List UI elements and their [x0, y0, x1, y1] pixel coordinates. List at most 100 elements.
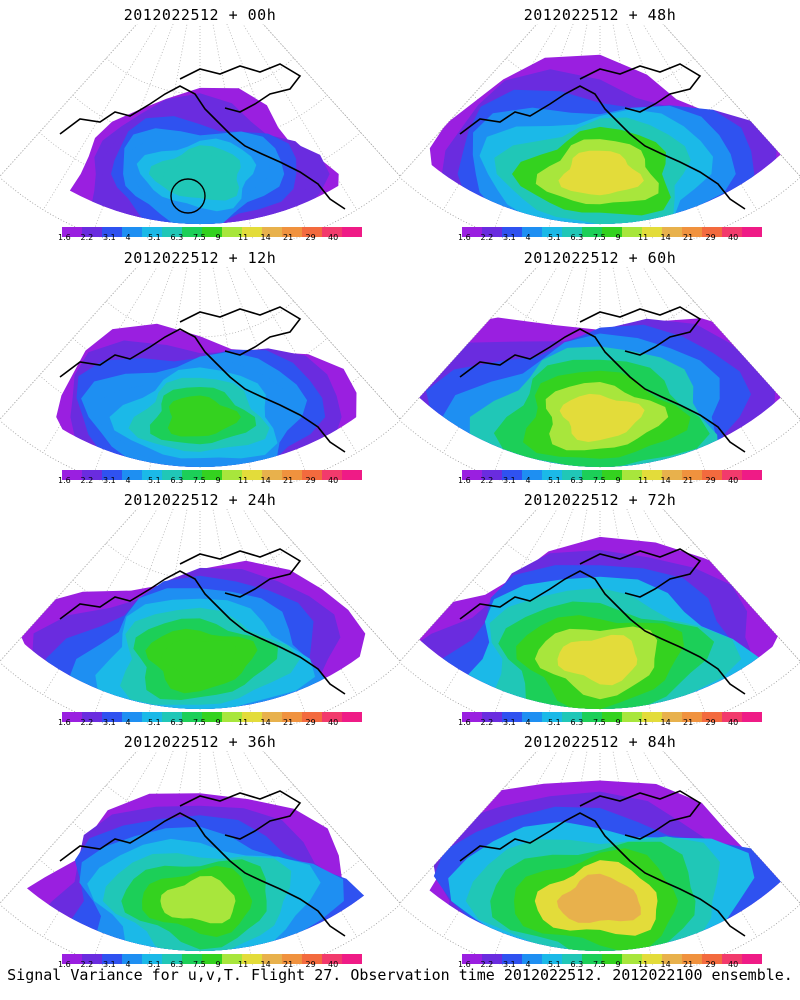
- colorbar-swatch: [582, 470, 603, 480]
- colorbar-tick-label: 2.2: [480, 718, 494, 727]
- map-plot: [400, 751, 800, 966]
- variance-field: [19, 560, 366, 710]
- colorbar-swatch: [522, 227, 543, 237]
- colorbar-swatch: [702, 227, 723, 237]
- colorbar-tick-label: 1.6: [458, 233, 471, 242]
- colorbar-swatch: [502, 954, 523, 964]
- coastline: [179, 63, 302, 113]
- colorbar-tick-label: 6.3: [170, 718, 184, 727]
- meridian-gridline: [0, 751, 138, 904]
- colorbar-tick-label: 3.1: [503, 718, 516, 727]
- colorbar-swatch: [242, 712, 263, 722]
- colorbar-swatch: [482, 470, 503, 480]
- colorbar-tick-label: 9: [215, 233, 221, 242]
- colorbar-swatch: [482, 954, 503, 964]
- colorbar-swatch: [322, 470, 343, 480]
- colorbar-tick-label: 3.1: [503, 476, 516, 485]
- colorbar-tick-label: 3.1: [503, 233, 516, 242]
- coastline: [579, 63, 702, 113]
- colorbar-tick-label: 11: [638, 476, 649, 485]
- colorbar-tick-label: 9: [615, 960, 621, 969]
- colorbar-swatch: [702, 470, 723, 480]
- colorbar-tick-label: 40: [328, 960, 339, 969]
- colorbar-tick-label: 5.1: [148, 476, 161, 485]
- colorbar-swatch: [142, 227, 163, 237]
- colorbar-swatch: [642, 712, 663, 722]
- colorbar-tick-label: 3.1: [103, 233, 116, 242]
- coastline: [459, 328, 746, 453]
- colorbar-tick-label: 40: [728, 960, 739, 969]
- colorbar-swatches: [462, 470, 763, 480]
- colorbar-tick-label: 9: [215, 960, 221, 969]
- colorbar-tick-label: 9: [615, 718, 621, 727]
- colorbar-swatch: [462, 954, 483, 964]
- colorbar-tick-label: 29: [705, 960, 716, 969]
- colorbar-tick-label: 2.2: [80, 960, 94, 969]
- meridian-gridline: [42, 24, 158, 210]
- colorbar-swatch: [662, 712, 683, 722]
- colorbar-swatch: [102, 954, 123, 964]
- panel-title: 2012022512 + 00h: [123, 6, 277, 24]
- colorbar-swatch: [202, 954, 223, 964]
- colorbar-swatch: [702, 712, 723, 722]
- colorbar-tick-label: 11: [238, 476, 249, 485]
- colorbar-swatch: [182, 712, 203, 722]
- colorbar-tick-label: 6.3: [170, 476, 184, 485]
- colorbar-swatch: [302, 227, 323, 237]
- colorbar-tick-label: 4: [125, 233, 131, 242]
- panel-title: 2012022512 + 72h: [523, 491, 677, 509]
- colorbar-swatch: [522, 712, 543, 722]
- colorbar-swatch: [742, 227, 763, 237]
- colorbar-tick-label: 5.1: [548, 718, 561, 727]
- colorbar-swatch: [702, 954, 723, 964]
- colorbar-swatch: [562, 712, 583, 722]
- figure-caption: Signal Variance for u,v,T. Flight 27. Ob…: [7, 966, 793, 984]
- meridian-gridline: [0, 509, 138, 662]
- colorbar-tick-label: 14: [260, 476, 271, 485]
- meridian-gridline: [662, 24, 800, 177]
- colorbar-swatch: [742, 712, 763, 722]
- colorbar-tick-label: 14: [260, 233, 271, 242]
- colorbar-swatch: [162, 954, 183, 964]
- colorbar-swatch: [322, 227, 343, 237]
- colorbar-swatch: [622, 470, 643, 480]
- colorbar-swatches: [462, 712, 763, 722]
- contour-fill: [161, 639, 236, 684]
- colorbar-swatch: [602, 227, 623, 237]
- coastline: [59, 85, 346, 210]
- colorbar-swatch: [182, 954, 203, 964]
- colorbar-tick-label: 14: [260, 718, 271, 727]
- colorbar-tick-label: 9: [215, 718, 221, 727]
- colorbar-tick-label: 7.5: [593, 960, 606, 969]
- colorbar-swatch: [202, 470, 223, 480]
- variance-field: [419, 780, 781, 952]
- colorbar-swatch: [62, 954, 83, 964]
- colorbar-tick-label: 1.6: [458, 960, 471, 969]
- colorbar-tick-label: 29: [305, 718, 316, 727]
- colorbar-swatch: [342, 954, 363, 964]
- colorbar-swatch: [642, 227, 663, 237]
- colorbar-swatch: [342, 470, 363, 480]
- colorbar-tick-label: 6.3: [570, 233, 584, 242]
- coastline: [459, 570, 746, 695]
- contour-fill: [557, 634, 638, 686]
- map-panel: 2012022512 + 48h 1.6 2.2 3.1 4 5.1 6.3 7.5 9 11 14…: [400, 0, 800, 248]
- colorbar-tick-label: 21: [683, 960, 694, 969]
- colorbar-swatch: [82, 954, 103, 964]
- colorbar-swatch: [582, 227, 603, 237]
- colorbar-swatch: [142, 954, 163, 964]
- meridian-gridline: [662, 267, 800, 420]
- colorbar-swatch: [322, 954, 343, 964]
- colorbar-tick-label: 40: [728, 476, 739, 485]
- colorbar-swatch: [142, 712, 163, 722]
- colorbar-swatches: [462, 954, 763, 964]
- colorbar-tick-label: 1.6: [58, 233, 71, 242]
- map-panel: 2012022512 + 60h 1.6 2.2 3.1 4 5.1 6.3 7.5 9 11 14…: [400, 243, 800, 491]
- colorbar-tick-label: 2.2: [480, 960, 494, 969]
- colorbar-swatches: [462, 227, 763, 237]
- colorbar: 1.6 2.2 3.1 4 5.1 6.3 7.5 9 11 14 21 29 40: [458, 222, 763, 244]
- colorbar-swatch: [462, 470, 483, 480]
- colorbar-swatch: [102, 227, 123, 237]
- colorbar-tick-label: 5.1: [148, 960, 161, 969]
- colorbar-swatch: [62, 227, 83, 237]
